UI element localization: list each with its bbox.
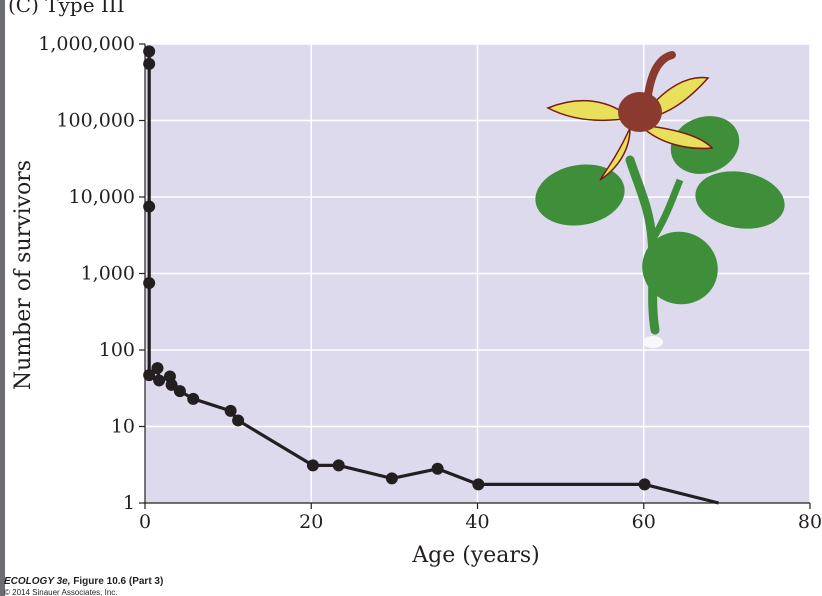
caption-figure: Figure 10.6 (Part 3) <box>70 576 164 587</box>
figure-caption: ECOLOGY 3e, Figure 10.6 (Part 3) <box>4 576 163 587</box>
series-line <box>147 51 719 505</box>
page-edge <box>0 0 5 596</box>
data-point <box>151 362 164 375</box>
data-point <box>638 478 651 491</box>
data-point <box>224 404 237 417</box>
y-tick-labels: 1 10 100 1,000 10,000 100,000 1,000,000 <box>38 33 135 514</box>
data-point <box>165 378 178 391</box>
data-point <box>431 462 444 475</box>
data-point <box>143 45 156 58</box>
x-tick-label: 60 <box>632 511 656 533</box>
data-point <box>143 277 156 290</box>
data-point <box>173 385 186 398</box>
data-point <box>232 414 245 427</box>
x-tick-label: 0 <box>139 511 151 533</box>
y-tick-label: 100 <box>99 339 135 361</box>
data-point <box>143 57 156 70</box>
data-point <box>385 472 398 485</box>
data-point <box>472 478 485 491</box>
data-point <box>143 369 156 382</box>
x-tick-labels: 0 20 40 60 80 <box>139 511 822 533</box>
data-point <box>187 392 200 405</box>
axes <box>139 43 811 509</box>
data-points <box>143 45 651 491</box>
y-tick-label: 10,000 <box>69 186 135 208</box>
x-tick-label: 80 <box>798 511 822 533</box>
y-tick-label: 100,000 <box>56 110 135 132</box>
data-point <box>306 459 319 472</box>
x-axis-title: Age (years) <box>411 543 540 568</box>
survivorship-curve <box>147 51 719 505</box>
y-tick-label: 1,000,000 <box>38 33 135 55</box>
y-axis-title: Number of survivors <box>11 160 36 390</box>
y-tick-label: 1,000 <box>81 263 135 285</box>
plant-icon <box>535 51 785 348</box>
data-point <box>153 374 166 387</box>
caption-book: ECOLOGY 3e, <box>4 576 71 587</box>
y-tick-label: 10 <box>111 416 135 438</box>
data-point <box>143 200 156 213</box>
panel-label: (C) Type III <box>8 0 125 17</box>
copyright-notice: © 2014 Sinauer Associates, Inc. <box>4 588 118 596</box>
data-point <box>332 459 345 472</box>
y-tick-label: 1 <box>123 492 135 514</box>
x-tick-label: 20 <box>299 511 323 533</box>
x-tick-label: 40 <box>465 511 489 533</box>
